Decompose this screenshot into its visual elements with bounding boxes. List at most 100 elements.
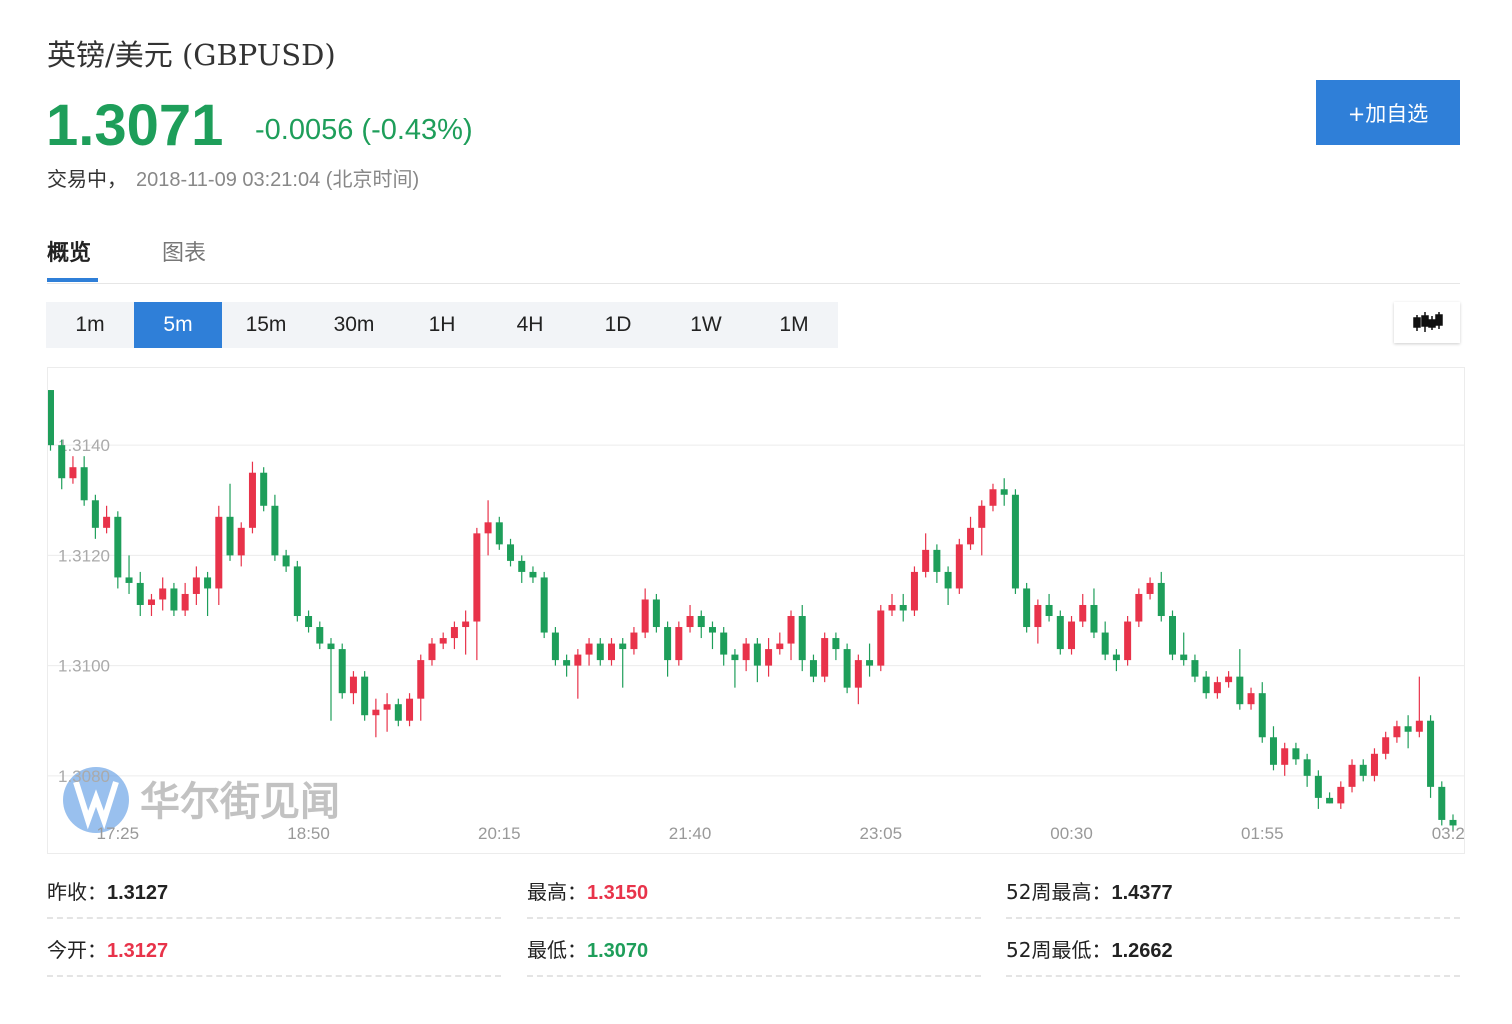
candle-body (1090, 604, 1098, 633)
interval-button[interactable]: 15m (245, 313, 287, 336)
candle-body (1157, 582, 1165, 617)
x-tick-label: 23:05 (860, 824, 903, 843)
stat-value: 1.3127 (107, 940, 169, 962)
candle-body (1191, 660, 1199, 677)
stat-divider (1006, 917, 1460, 919)
stat-label: 最低： (527, 938, 587, 962)
candle-body (843, 649, 851, 688)
candle-body (809, 660, 817, 677)
candle-body (1404, 726, 1412, 732)
candle-body (181, 593, 189, 611)
candlestick-chart: 华尔街见闻 1.3140 1.3120 1.3100 1.3080 17:25 18:50 2… (47, 367, 1465, 854)
candle-body (1449, 819, 1457, 826)
interval-button[interactable]: 1m (75, 313, 105, 336)
interval-button[interactable]: 1D (604, 313, 632, 336)
stat-value: 1.2662 (1111, 940, 1173, 962)
candle-body (697, 616, 705, 628)
candle-body (630, 632, 638, 650)
candle-body (80, 467, 88, 501)
candle-body (417, 660, 425, 699)
candle-body (215, 516, 223, 589)
candle-body (439, 638, 447, 644)
chart-type-button[interactable] (1394, 302, 1460, 343)
interval-button[interactable]: 1H (428, 313, 456, 336)
candle-body (1202, 676, 1210, 694)
candle-body (1213, 682, 1221, 694)
candle-body (821, 638, 829, 677)
candle-body (675, 627, 683, 661)
candle-body (708, 627, 716, 633)
candle-body (585, 643, 593, 655)
tab[interactable]: 图表 (162, 241, 207, 266)
tab-underline (47, 278, 98, 282)
candle-body (327, 643, 335, 650)
stat-divider (527, 975, 981, 977)
candle-body (1124, 621, 1132, 661)
candle-body (204, 577, 212, 589)
candle-body (1180, 654, 1188, 661)
watermark: 华尔街见闻 (63, 767, 340, 833)
candle-body (877, 610, 885, 666)
candle-body (1281, 748, 1289, 765)
candle-body (910, 571, 918, 611)
x-tick-label: 00:30 (1050, 824, 1093, 843)
candle-body (1359, 764, 1367, 776)
candle-body (1236, 676, 1244, 705)
candle-body (1415, 720, 1423, 732)
y-tick-label: 1.3100 (58, 657, 110, 676)
last-price: 1.3071 (46, 93, 224, 158)
candle-body (237, 527, 245, 556)
candle-body (1068, 621, 1076, 650)
candle-body (731, 654, 739, 661)
tab-divider (47, 283, 1460, 284)
candle-body (484, 522, 492, 534)
candle-body (406, 698, 414, 721)
candle-body (372, 709, 380, 716)
candle-body (1382, 737, 1390, 754)
candle-body (338, 649, 346, 694)
stat: 最高：1.3150 (527, 876, 648, 905)
candle-body (226, 516, 234, 556)
interval-button[interactable]: 30m (333, 313, 375, 336)
candle-body (1225, 676, 1233, 683)
stat: 52周最高：1.4377 (1006, 876, 1173, 905)
candle-body (1146, 582, 1154, 594)
y-tick-label: 1.3080 (58, 767, 110, 786)
stat-label: 最高： (527, 880, 587, 904)
candle-body (608, 643, 615, 661)
candle-body (349, 676, 357, 694)
add-watchlist-button[interactable]: +加自选 (1316, 80, 1460, 145)
interval-button[interactable]: 4H (516, 313, 544, 336)
y-tick-label: 1.3120 (58, 546, 110, 565)
candle-body (989, 489, 997, 506)
candle-body (753, 643, 761, 666)
interval-button[interactable]: 1M (779, 313, 809, 336)
candle-body (1112, 654, 1120, 661)
candle-body (1034, 604, 1042, 628)
candle-body (260, 472, 268, 506)
candle-body (305, 616, 313, 628)
candle-body (1292, 748, 1300, 760)
interval-button[interactable]: 5m (134, 302, 222, 348)
stat-value: 1.3150 (587, 882, 649, 904)
candle-body (742, 643, 750, 661)
timestamp: 2018-11-09 03:21:04 (北京时间) (136, 169, 420, 191)
candle-body (1427, 720, 1435, 787)
price-change: -0.0056 (-0.43%) (255, 114, 473, 146)
candle-body (529, 571, 537, 578)
watermark-logo-mark (73, 781, 119, 830)
stat-divider (1006, 975, 1460, 977)
candle-body (1348, 764, 1356, 787)
candle-body (866, 660, 874, 666)
candle-body (1370, 753, 1378, 776)
candle-body (1303, 759, 1311, 776)
tab[interactable]: 概览 (47, 241, 92, 266)
candle-body (1337, 786, 1345, 804)
candle-body (125, 577, 133, 583)
candle-body (540, 577, 548, 633)
interval-button[interactable]: 1W (690, 313, 722, 336)
candle-body (619, 643, 627, 650)
trading-status: 交易中， (47, 167, 127, 191)
candle-body (888, 604, 896, 611)
